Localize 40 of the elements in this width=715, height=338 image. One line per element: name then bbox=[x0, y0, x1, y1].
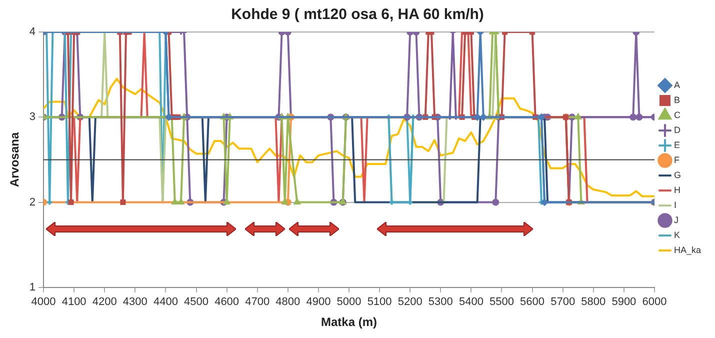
x-tick-label: 4500 bbox=[184, 296, 208, 308]
x-tick-label: 4400 bbox=[153, 296, 178, 308]
x-tick-label: 4800 bbox=[276, 296, 300, 308]
y-tick-label: 4 bbox=[29, 26, 36, 38]
legend-label: E bbox=[674, 140, 680, 150]
legend-label: I bbox=[674, 200, 676, 210]
x-tick-label: 5700 bbox=[550, 296, 576, 308]
chart-title: Kohde 9 ( mt120 osa 6, HA 60 km/h) bbox=[231, 6, 484, 24]
legend-label: J bbox=[674, 214, 678, 225]
x-tick-label: 5800 bbox=[581, 296, 606, 308]
y-axis-title: Arvosana bbox=[8, 132, 22, 188]
legend-label: HA_ka bbox=[674, 244, 701, 255]
y-tick-label: 3 bbox=[29, 111, 36, 124]
legend-label: C bbox=[674, 110, 681, 120]
x-tick-label: 5300 bbox=[428, 296, 453, 308]
x-axis-title: Matka (m) bbox=[320, 315, 378, 330]
x-tick-label: 4200 bbox=[92, 296, 117, 308]
legend-label: A bbox=[674, 80, 680, 90]
x-tick-label: 5200 bbox=[398, 296, 422, 308]
x-tick-label: 4100 bbox=[62, 296, 86, 308]
y-tick-label: 1 bbox=[29, 281, 36, 294]
x-tick-label: 4000 bbox=[31, 296, 56, 308]
x-tick-label: 5000 bbox=[336, 296, 362, 308]
x-tick-label: 4300 bbox=[122, 296, 148, 308]
x-tick-label: 5400 bbox=[458, 296, 484, 308]
legend-label: B bbox=[674, 94, 680, 105]
y-tick-label: 2 bbox=[29, 196, 36, 208]
x-tick-label: 5500 bbox=[490, 296, 514, 308]
legend-label: D bbox=[674, 124, 681, 135]
x-tick-label: 6000 bbox=[642, 296, 667, 308]
x-tick-label: 4600 bbox=[214, 296, 240, 308]
x-tick-label: 5100 bbox=[367, 296, 392, 308]
legend-label: G bbox=[674, 170, 681, 180]
x-tick-label: 5600 bbox=[520, 296, 545, 308]
legend-label: H bbox=[674, 184, 680, 195]
x-tick-label: 5900 bbox=[612, 296, 636, 308]
x-tick-label: 4700 bbox=[245, 296, 270, 308]
x-tick-label: 4900 bbox=[306, 296, 331, 308]
legend-label: F bbox=[674, 154, 680, 165]
legend-label: K bbox=[674, 230, 680, 240]
